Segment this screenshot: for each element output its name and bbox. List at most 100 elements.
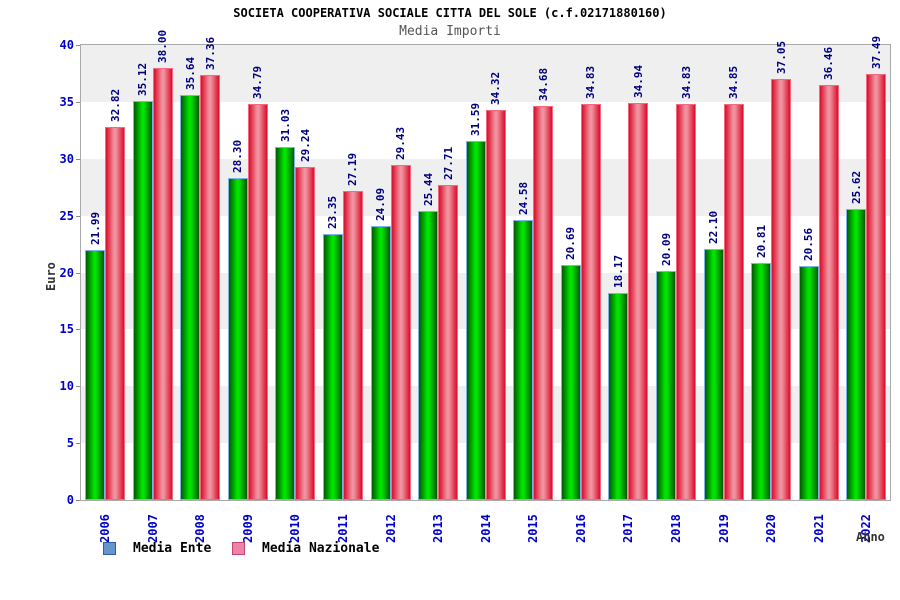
plot-area: 21.99 32.82 35.12 38.00 35.64 37.36 28.30 34.79…: [80, 30, 891, 501]
bar-value-label: 34.79: [251, 66, 265, 100]
bar-media-ente: [798, 266, 819, 500]
bar-media-ente: [275, 147, 296, 500]
bar-value-label: 20.69: [564, 226, 578, 260]
y-tick-label: 5: [66, 436, 74, 451]
bar-value-label: 23.35: [326, 196, 340, 230]
bar-value-label: 37.05: [774, 40, 788, 74]
bar-value-label: 20.81: [754, 225, 768, 259]
bar-media-nazionale: [342, 190, 363, 500]
bar-media-ente: [180, 94, 201, 500]
bar-media-ente: [608, 293, 629, 500]
bar-value-label: 28.30: [231, 139, 245, 174]
x-tick-label-year: 2013: [431, 514, 446, 543]
bar-value-label: 29.43: [394, 127, 408, 161]
y-tick-label: 40: [59, 38, 74, 52]
bar-value-label: 34.94: [631, 64, 645, 98]
bar-value-label: 29.24: [298, 129, 312, 163]
bar-media-ente: [465, 140, 486, 500]
bar-media-nazionale: [152, 67, 173, 500]
y-axis-title: Euro: [44, 262, 58, 291]
x-tick-label-year: 2007: [145, 514, 160, 543]
x-tick-label-year: 2019: [716, 514, 731, 543]
y-tick-mark: [76, 329, 80, 331]
bar-value-label: 24.09: [374, 187, 388, 221]
bar-media-ente: [227, 178, 248, 500]
y-tick-label: 0: [66, 493, 74, 507]
x-tick-label-year: 2017: [621, 514, 636, 543]
bar-media-nazionale: [723, 103, 744, 500]
legend-swatch-media-nazionale: [232, 542, 245, 555]
chart-title: SOCIETA COOPERATIVA SOCIALE CITTA DEL SO…: [233, 6, 667, 20]
bar-value-label: 20.56: [802, 228, 816, 262]
y-tick-label: 20: [59, 265, 74, 280]
bar-media-ente: [85, 249, 105, 500]
x-tick-label-year: 2012: [383, 514, 398, 543]
bar-value-label: 35.64: [183, 56, 197, 90]
bar-value-label: 34.32: [489, 71, 503, 105]
x-tick-label-year: 2014: [478, 514, 493, 543]
bar-media-ente: [418, 210, 439, 500]
bar-value-label: 34.85: [727, 65, 741, 99]
x-tick-label-year: 2015: [526, 514, 541, 543]
x-tick-label-year: 2006: [98, 514, 112, 543]
bar-value-label: 34.68: [536, 67, 550, 101]
y-tick-mark: [76, 272, 80, 274]
chart-subtitle: Media Importi: [399, 24, 501, 39]
bar-value-label: 32.82: [108, 88, 122, 122]
bar-value-label: 27.71: [441, 146, 455, 180]
y-tick-mark: [76, 443, 80, 445]
bar-value-label: 25.44: [421, 172, 435, 206]
bar-value-label: 22.10: [707, 210, 721, 244]
bar-value-label: 18.17: [611, 255, 625, 289]
y-tick-label: 35: [59, 94, 74, 109]
bar-media-ente: [132, 100, 153, 500]
legend-swatch-media-ente: [103, 542, 116, 555]
bar-media-nazionale: [533, 105, 554, 500]
bar-value-label: 27.19: [346, 152, 360, 186]
y-tick-mark: [76, 500, 80, 501]
bar-media-nazionale: [580, 103, 601, 500]
bar-media-nazionale: [771, 78, 792, 500]
x-tick-label-year: 2011: [335, 514, 350, 543]
bar-media-ente: [751, 263, 772, 500]
bar-media-nazionale: [676, 103, 697, 500]
bar-media-ente: [370, 225, 391, 500]
y-tick-label: 10: [59, 379, 74, 394]
bar-value-label: 24.58: [516, 182, 530, 216]
bar-media-nazionale: [485, 109, 506, 500]
bar-media-nazionale: [247, 104, 268, 500]
bar-media-nazionale: [628, 102, 649, 500]
bar-value-label: 36.46: [822, 47, 836, 81]
bar-media-ente: [322, 234, 343, 500]
bar-media-ente: [513, 220, 534, 500]
x-tick-label-year: 2018: [669, 514, 684, 543]
bar-media-ente: [703, 248, 724, 500]
y-tick-label: 15: [59, 322, 74, 337]
x-tick-label-year: 2009: [240, 514, 255, 543]
bar-media-nazionale: [866, 73, 887, 500]
bar-value-label: 37.49: [869, 35, 883, 69]
bar-value-label: 34.83: [679, 65, 693, 99]
x-tick-label-year: 2010: [288, 514, 303, 543]
bar-media-nazionale: [438, 184, 459, 500]
bar-media-ente: [656, 271, 677, 500]
bar-media-nazionale: [200, 75, 221, 500]
y-tick-label: 25: [59, 208, 74, 223]
bar-value-label: 31.59: [469, 102, 483, 136]
bar-value-label: 35.12: [136, 62, 150, 96]
bar-media-nazionale: [390, 165, 411, 500]
bar-media-ente: [846, 208, 867, 500]
bar-value-label: 37.36: [203, 36, 217, 71]
bar-media-nazionale: [105, 126, 125, 500]
y-tick-mark: [76, 45, 80, 46]
y-tick-mark: [76, 215, 80, 217]
legend-label-media-ente: Media Ente: [133, 541, 212, 556]
y-tick-label: 30: [59, 151, 74, 166]
legend-label-media-nazionale: Media Nazionale: [262, 541, 380, 556]
bar-value-label: 21.99: [88, 211, 102, 245]
x-axis-title: Anno: [856, 530, 885, 544]
y-tick-mark: [76, 386, 80, 388]
bar-media-nazionale: [295, 167, 316, 500]
x-tick-label-year: 2021: [811, 514, 826, 543]
